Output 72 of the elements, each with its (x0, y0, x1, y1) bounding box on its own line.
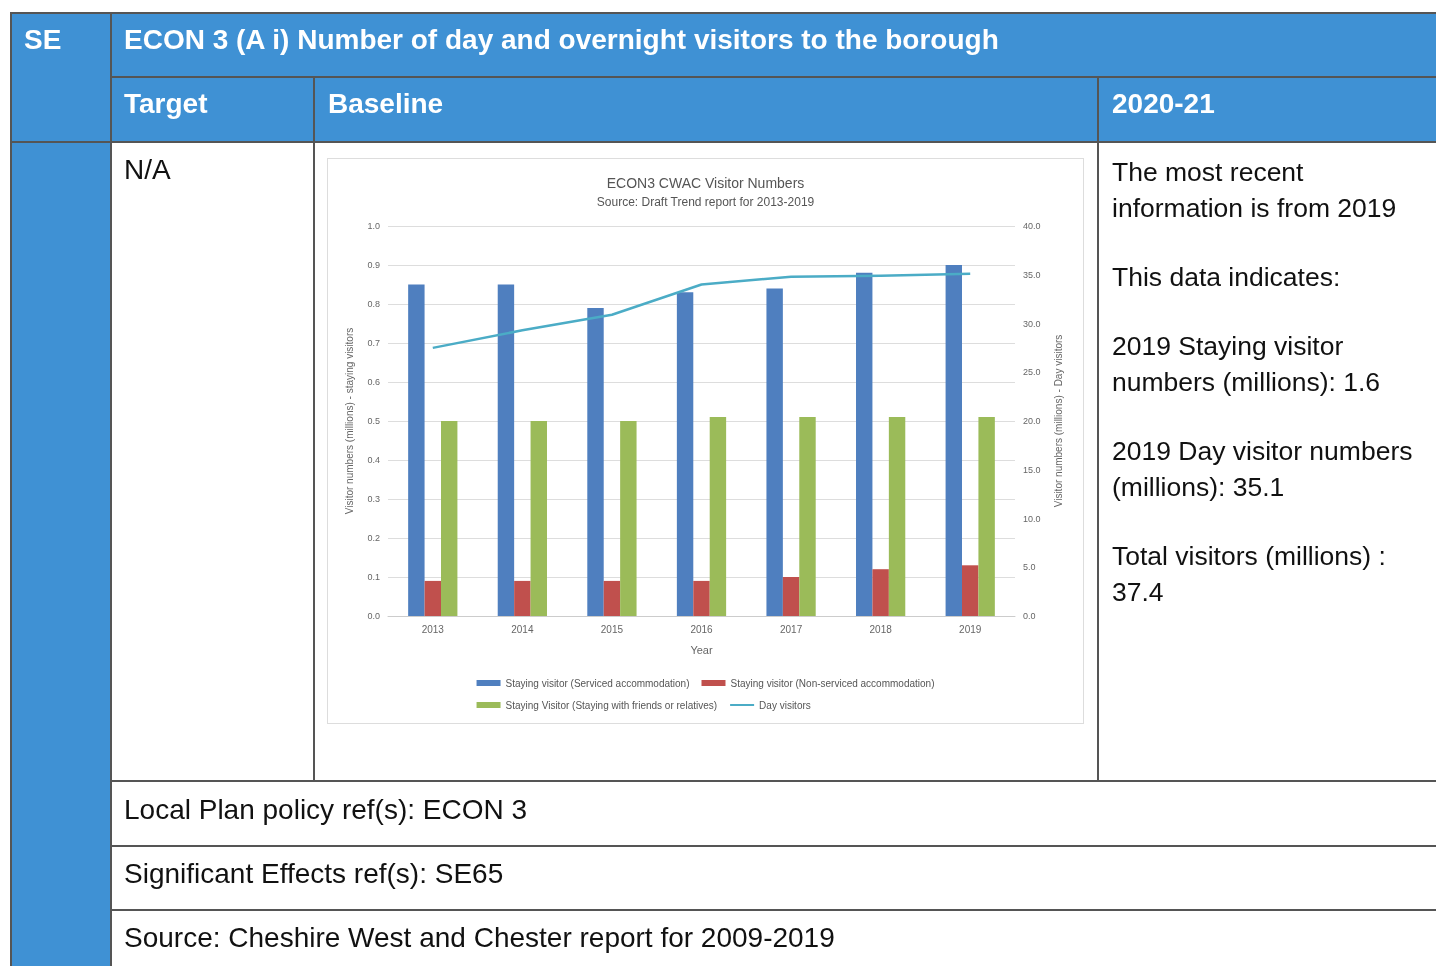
y2-tick-label: 15.0 (1023, 464, 1041, 475)
y-tick-label: 0.0 (367, 611, 380, 621)
y2-tick-label: 0.0 (1023, 611, 1036, 621)
y-tick-label: 0.5 (367, 416, 380, 426)
bar (888, 417, 906, 616)
y2-tick-label: 35.0 (1023, 269, 1041, 280)
text: Local Plan policy ref(s): ECON 3 (124, 794, 528, 826)
x-tick-label: 2019 (959, 623, 982, 635)
bar (424, 580, 441, 616)
bar (408, 284, 425, 616)
bar (620, 421, 637, 616)
bar (782, 577, 800, 616)
legend-label: Staying visitor (Serviced accommodation) (505, 677, 690, 689)
legend-label: Staying Visitor (Staying with friends or relatives) (505, 699, 718, 711)
bar (441, 421, 458, 616)
bar (693, 580, 710, 616)
bar (497, 284, 515, 616)
y2-tick-label: 20.0 (1023, 416, 1041, 426)
y2-tick-label: 30.0 (1023, 318, 1041, 329)
bar (962, 565, 979, 616)
y-tick-label: 1.0 (367, 221, 380, 231)
text: 2019 Day visitor numbers (millions): 35.1 (1112, 435, 1414, 504)
bar (799, 417, 816, 616)
bar (514, 580, 531, 616)
legend-label: Staying visitor (Non-serviced accommodation) (730, 677, 935, 689)
text: The most recent information is from 2019 (1112, 156, 1398, 225)
source-note: Source: Cheshire West and Chester report for 2009-2019 (124, 922, 835, 954)
y-axis-title: Visitor numbers (millions) - staying visitors (343, 327, 355, 515)
bar (978, 417, 995, 616)
chart-subtitle: Source: Draft Trend report for 2013-2019 (596, 195, 815, 209)
bar (945, 265, 962, 616)
text: ECON 3 (A i) Number of day and overnight visitors to the borough (124, 24, 999, 56)
text: Target (124, 88, 208, 120)
x-axis-title: Year (690, 643, 713, 656)
y-tick-label: 0.8 (367, 299, 380, 309)
text: Significant Effects ref(s): SE65 (124, 858, 504, 890)
legend-label: Day visitors (759, 699, 811, 711)
text: Baseline (328, 88, 444, 120)
x-tick-label: 2014 (511, 623, 534, 635)
text: SE (24, 24, 62, 56)
bar (766, 288, 783, 616)
y-tick-label: 0.2 (367, 533, 380, 543)
y2-tick-label: 5.0 (1023, 562, 1036, 573)
text: 2019 Staying visitor numbers (millions): 1.6 (1112, 330, 1382, 399)
text: This data indicates: (1112, 261, 1342, 294)
x-tick-label: 2016 (690, 623, 714, 635)
x-tick-label: 2013 (421, 623, 445, 635)
y2-tick-label: 40.0 (1023, 221, 1041, 231)
x-tick-label: 2018 (869, 623, 893, 635)
line-series (431, 272, 972, 350)
bar (676, 292, 694, 616)
y-tick-label: 0.6 (367, 377, 380, 387)
bar (872, 569, 889, 616)
x-tick-label: 2017 (779, 623, 803, 635)
bar (709, 417, 727, 616)
x-tick-label: 2015 (600, 623, 624, 635)
y-tick-label: 0.7 (367, 338, 380, 348)
text: Total visitors (millions) : 37.4 (1112, 540, 1387, 609)
bar (530, 421, 547, 616)
y2-tick-label: 25.0 (1023, 367, 1041, 378)
y-tick-label: 0.1 (367, 572, 380, 582)
y-tick-label: 0.4 (367, 455, 380, 465)
chart-title: ECON3 CWAC Visitor Numbers (606, 175, 805, 191)
y-tick-label: 0.9 (367, 260, 380, 270)
bar (587, 307, 604, 616)
text: N/A (124, 154, 171, 186)
bar (603, 580, 621, 616)
y2-axis-title: Visitor numbers (millions) - Day visitors (1052, 334, 1064, 508)
y2-tick-label: 10.0 (1023, 513, 1041, 524)
bar (856, 272, 873, 616)
text: 2020-21 (1112, 88, 1215, 120)
y-tick-label: 0.3 (367, 494, 380, 504)
